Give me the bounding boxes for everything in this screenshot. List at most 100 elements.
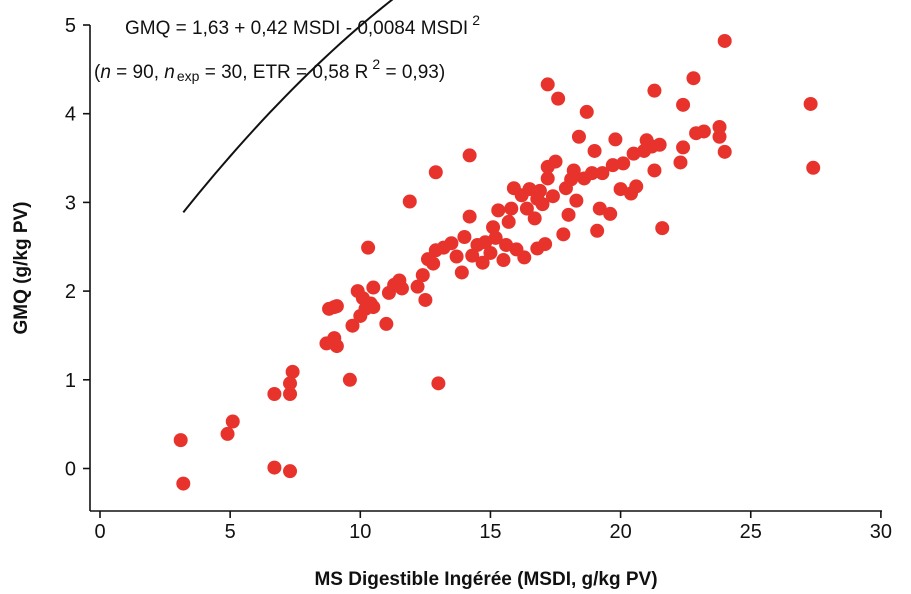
data-point: [410, 279, 425, 294]
data-point: [569, 193, 584, 208]
data-point: [496, 253, 511, 268]
x-axis-title: MS Digestible Ingérée (MSDI, g/kg PV): [314, 569, 657, 590]
data-point: [608, 132, 623, 147]
data-point: [806, 160, 821, 175]
stats-mid: = 30, ETR = 0,58 R: [199, 62, 368, 83]
y-tick-label: 3: [65, 192, 76, 214]
data-point: [517, 250, 532, 265]
data-point: [285, 364, 300, 379]
data-point: [717, 144, 732, 159]
data-point: [603, 206, 618, 221]
data-point: [647, 163, 662, 178]
equation-text: GMQ = 1,63 + 0,42 MSDI - 0,0084 MSDI: [125, 18, 468, 39]
stats-nexp-subscript: exp: [177, 68, 200, 84]
data-point: [366, 280, 381, 295]
data-point: [488, 230, 503, 245]
data-point: [584, 166, 599, 181]
data-point: [548, 154, 563, 169]
data-point: [457, 229, 472, 244]
data-point: [712, 120, 727, 134]
data-point: [415, 268, 430, 283]
data-point: [629, 179, 644, 194]
data-point: [551, 91, 566, 106]
data-point: [616, 156, 631, 171]
x-tick-label: 10: [349, 521, 371, 543]
data-point: [176, 476, 191, 491]
data-point: [283, 464, 298, 479]
data-point: [428, 165, 443, 180]
data-point: [329, 339, 344, 354]
data-point: [566, 163, 581, 178]
stats-end: = 0,93): [380, 62, 445, 83]
y-tick-label: 2: [65, 281, 76, 303]
data-point: [676, 140, 691, 155]
data-point: [283, 386, 298, 401]
x-tick-label: 15: [479, 521, 501, 543]
data-point: [571, 129, 586, 144]
data-point: [556, 227, 571, 242]
data-point: [532, 183, 547, 198]
data-point: [686, 71, 701, 86]
stats-n-value: = 90,: [111, 62, 164, 83]
data-point: [540, 171, 555, 186]
data-point: [267, 386, 282, 401]
data-point: [418, 292, 433, 307]
data-point: [402, 194, 417, 209]
data-point: [712, 129, 727, 144]
data-point: [590, 223, 605, 238]
data-point: [717, 33, 732, 48]
data-point: [329, 299, 344, 314]
data-point: [522, 182, 537, 197]
data-point: [465, 248, 480, 263]
data-point: [535, 197, 550, 212]
stats-r-superscript: 2: [372, 56, 380, 72]
data-point: [220, 426, 235, 441]
data-point: [345, 318, 360, 333]
stats-open: (: [94, 62, 101, 83]
x-tick-label: 5: [225, 521, 236, 543]
data-point: [366, 300, 381, 315]
equation-annotation: GMQ = 1,63 + 0,42 MSDI - 0,0084 MSDI 2: [125, 12, 480, 39]
data-point: [545, 189, 560, 204]
data-point: [538, 237, 553, 252]
data-point: [379, 316, 394, 331]
data-point: [647, 83, 662, 98]
stats-n-label: n: [100, 62, 111, 83]
data-point: [342, 372, 357, 387]
data-point: [519, 201, 534, 216]
data-point: [283, 376, 298, 391]
data-point: [696, 124, 711, 139]
y-tick-label: 0: [65, 459, 76, 481]
y-tick-label: 1: [65, 370, 76, 392]
data-point: [449, 249, 464, 264]
x-tick-label: 0: [94, 521, 105, 543]
data-point: [504, 201, 519, 216]
data-point: [655, 221, 670, 236]
x-tick-label: 20: [609, 521, 631, 543]
data-point: [595, 166, 610, 181]
stats-nexp-label: n: [164, 62, 175, 83]
y-tick-label: 4: [65, 104, 76, 126]
data-point: [444, 236, 459, 251]
data-point: [579, 104, 594, 119]
data-point: [225, 414, 240, 429]
data-points: [173, 33, 821, 491]
data-point: [475, 255, 490, 270]
data-point: [267, 460, 282, 475]
data-point: [592, 201, 607, 216]
x-ticks: 0 5 10 15 20 25 30: [94, 511, 892, 543]
data-point: [676, 97, 691, 112]
data-point: [652, 137, 667, 152]
y-axis-title: GMQ (g/kg PV): [11, 202, 32, 335]
data-point: [561, 207, 576, 222]
data-point: [462, 209, 477, 224]
data-point: [527, 211, 542, 226]
data-point: [361, 240, 376, 255]
data-point: [605, 158, 620, 173]
data-point: [394, 281, 409, 296]
data-point: [587, 143, 602, 158]
x-tick-label: 30: [870, 521, 892, 543]
y-tick-label: 5: [65, 15, 76, 37]
